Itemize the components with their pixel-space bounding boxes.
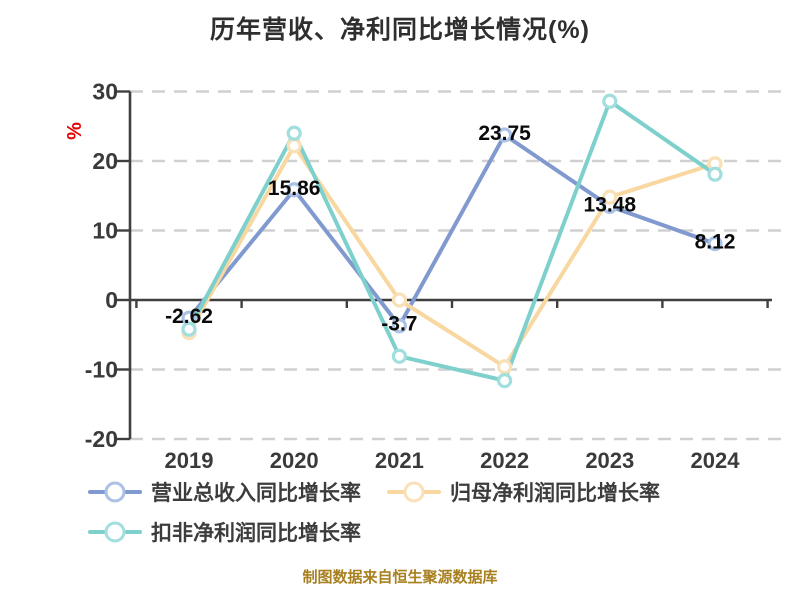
data-point — [602, 189, 618, 205]
chart-title: 历年营收、净利同比增长情况(%) — [210, 16, 590, 44]
line-marker-icon — [387, 481, 441, 503]
data-point-label: -2.62 — [165, 305, 213, 328]
data-point — [497, 127, 513, 143]
y-axis-tick-label: 30 — [92, 79, 118, 105]
line-marker-icon — [88, 521, 142, 543]
series-line — [187, 143, 717, 369]
data-point-label: 23.75 — [478, 122, 531, 145]
x-axis-category-label: 2024 — [691, 448, 741, 473]
data-point-label: 13.48 — [584, 193, 637, 216]
data-point — [707, 235, 723, 252]
data-point — [707, 166, 723, 182]
series-line — [187, 132, 717, 328]
data-point — [286, 138, 302, 154]
line-marker-icon — [88, 481, 142, 503]
legend-label: 归母净利润同比增长率 — [450, 482, 660, 505]
x-axis-category-label: 2023 — [585, 448, 634, 473]
data-point — [286, 125, 302, 141]
y-axis-tick-label: -20 — [85, 426, 118, 452]
x-axis-category-label: 2020 — [270, 448, 319, 473]
legend-row-1: 营业总收入同比增长率 归母净利润同比增长率 — [88, 477, 768, 507]
data-point — [286, 182, 302, 198]
data-point — [391, 348, 407, 364]
x-axis-category-label: 2021 — [375, 448, 424, 473]
legend: 营业总收入同比增长率 归母净利润同比增长率 扣非净利润同比增长率 — [88, 477, 768, 547]
y-axis-tick-label: -10 — [85, 357, 118, 383]
data-point — [497, 359, 513, 375]
legend-label: 扣非净利润同比增长率 — [151, 522, 361, 545]
y-axis-tick-label: 20 — [92, 148, 118, 174]
legend-item-net-profit-growth[interactable]: 归母净利润同比增长率 — [387, 477, 660, 507]
data-point-label: 15.86 — [268, 177, 321, 200]
data-point — [497, 373, 513, 389]
y-axis-tick-label: 0 — [105, 287, 118, 313]
data-source-caption: 制图数据来自恒生聚源数据库 — [302, 569, 498, 586]
y-axis-tick-label: 10 — [92, 218, 118, 244]
data-point — [181, 321, 197, 337]
data-point — [391, 318, 407, 334]
y-axis-unit-label: % — [64, 122, 86, 140]
legend-row-2: 扣非净利润同比增长率 — [88, 517, 768, 547]
data-point-label: 8.12 — [695, 231, 736, 254]
data-point — [391, 292, 407, 308]
legend-label: 营业总收入同比增长率 — [151, 482, 361, 505]
series-line — [187, 99, 717, 383]
legend-item-revenue-growth[interactable]: 营业总收入同比增长率 — [88, 477, 361, 507]
data-point-label: -3.7 — [381, 313, 417, 336]
x-axis-category-label: 2022 — [480, 448, 529, 473]
x-axis-category-label: 2019 — [165, 448, 214, 473]
legend-item-non-gaap-profit-growth[interactable]: 扣非净利润同比增长率 — [88, 517, 361, 547]
data-point — [602, 93, 618, 109]
